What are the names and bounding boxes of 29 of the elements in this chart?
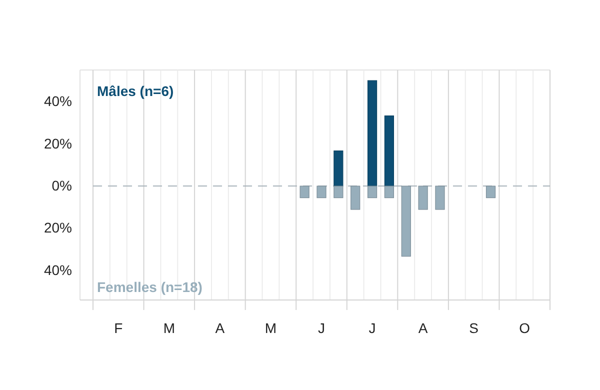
bar: [350, 186, 360, 210]
y-tick-label: 0%: [52, 178, 72, 194]
y-tick-label: 20%: [44, 220, 72, 236]
bar: [316, 186, 326, 198]
x-tick-label: F: [114, 320, 123, 336]
y-tick-label: 20%: [44, 135, 72, 152]
bar: [384, 186, 394, 198]
bar: [367, 186, 378, 198]
bar: [486, 186, 496, 198]
x-tick-label: S: [469, 320, 479, 336]
bar: [418, 186, 428, 210]
bar: [384, 115, 394, 186]
bar: [435, 186, 445, 210]
text: Femelles (n=18): [97, 279, 202, 295]
x-tick-label: A: [418, 320, 428, 336]
text: Mâles (n=6): [97, 83, 174, 99]
x-tick-label: M: [163, 320, 176, 336]
bar: [300, 186, 310, 198]
x-tick-label: O: [519, 320, 530, 336]
y-tick-label: 40%: [44, 93, 72, 110]
x-tick-label: J: [318, 320, 325, 336]
bar: [367, 80, 378, 186]
x-tick-label: M: [264, 320, 277, 336]
bar: [401, 186, 411, 257]
x-tick-label: J: [368, 320, 376, 336]
bar: [334, 186, 344, 198]
y-tick-label: 40%: [44, 262, 72, 278]
bar: [334, 150, 344, 186]
x-tick-label: A: [215, 320, 226, 336]
